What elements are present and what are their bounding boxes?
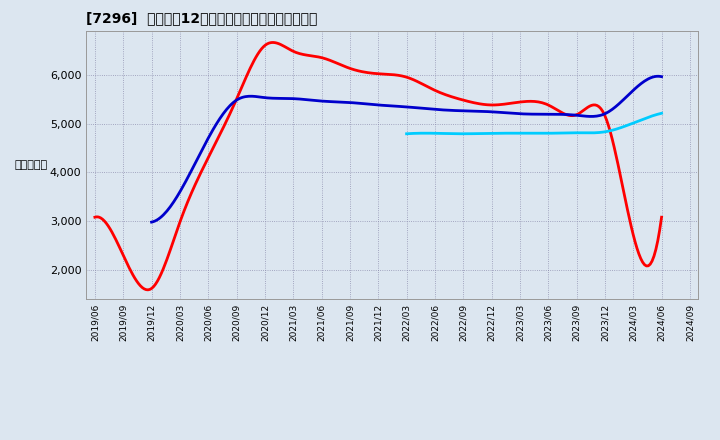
Text: [7296]  経常利益12か月移動合計の標準偏差の推移: [7296] 経常利益12か月移動合計の標準偏差の推移 — [86, 11, 318, 26]
Y-axis label: （百万円）: （百万円） — [14, 160, 47, 170]
